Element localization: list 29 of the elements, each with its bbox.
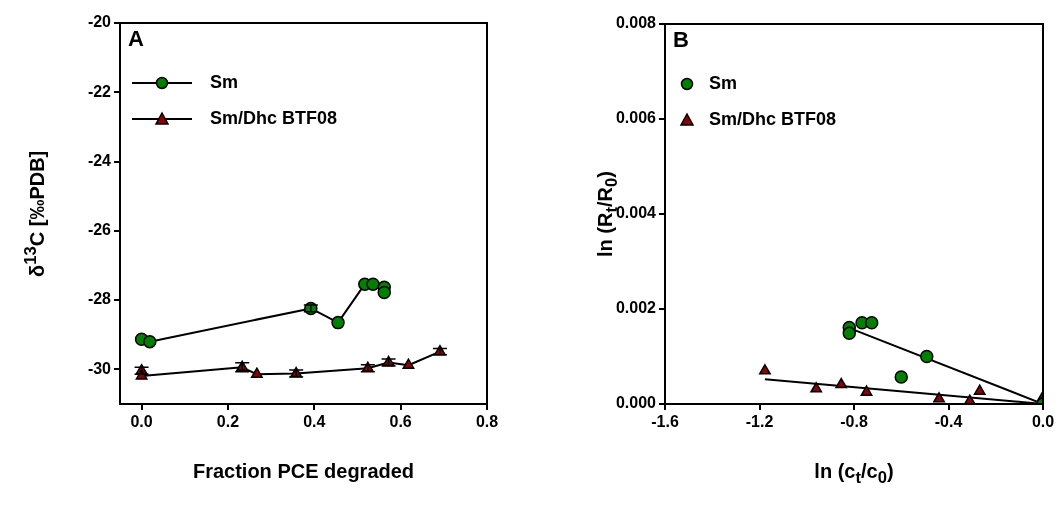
annotation: A — [128, 26, 144, 52]
legend-label: Sm — [210, 71, 239, 92]
x-tick-label: 0.6 — [389, 413, 412, 431]
x-tick-label: -1.6 — [651, 413, 679, 431]
y-tick-label: -22 — [87, 82, 112, 100]
x-tick-label: -1.2 — [745, 413, 774, 431]
y-tick-label: -24 — [87, 151, 112, 169]
x-tick-label: 0.0 — [130, 413, 153, 431]
x-axis-title: Fraction PCE degraded — [191, 460, 416, 483]
y-tick-label: -26 — [87, 221, 112, 239]
x-tick-label: 0.0 — [1031, 413, 1055, 431]
x-tick-label: -0.8 — [840, 413, 868, 431]
y-tick-label: -28 — [87, 290, 112, 308]
y-tick-label: -20 — [87, 13, 112, 31]
annotation: B — [673, 27, 689, 53]
legend-label: Sm/Dhc BTF08 — [709, 108, 837, 129]
y-tick-label: 0.004 — [615, 204, 657, 222]
x-axis-title: ln (c$_{t}$/c$_{0}$) — [813, 460, 895, 488]
y-tick-label: 0.000 — [615, 394, 657, 412]
y-tick-label: 0.006 — [615, 109, 657, 127]
x-tick-label: 0.8 — [475, 413, 499, 431]
legend-label: Sm — [709, 72, 738, 93]
x-tick-label: 0.2 — [216, 413, 240, 431]
y-tick-label: -30 — [87, 359, 112, 377]
x-tick-label: -0.4 — [934, 413, 963, 431]
y-tick-label: 0.008 — [615, 14, 657, 32]
x-tick-label: 0.4 — [303, 413, 326, 431]
y-tick-label: 0.002 — [615, 299, 657, 317]
legend-label: Sm/Dhc BTF08 — [210, 107, 338, 128]
